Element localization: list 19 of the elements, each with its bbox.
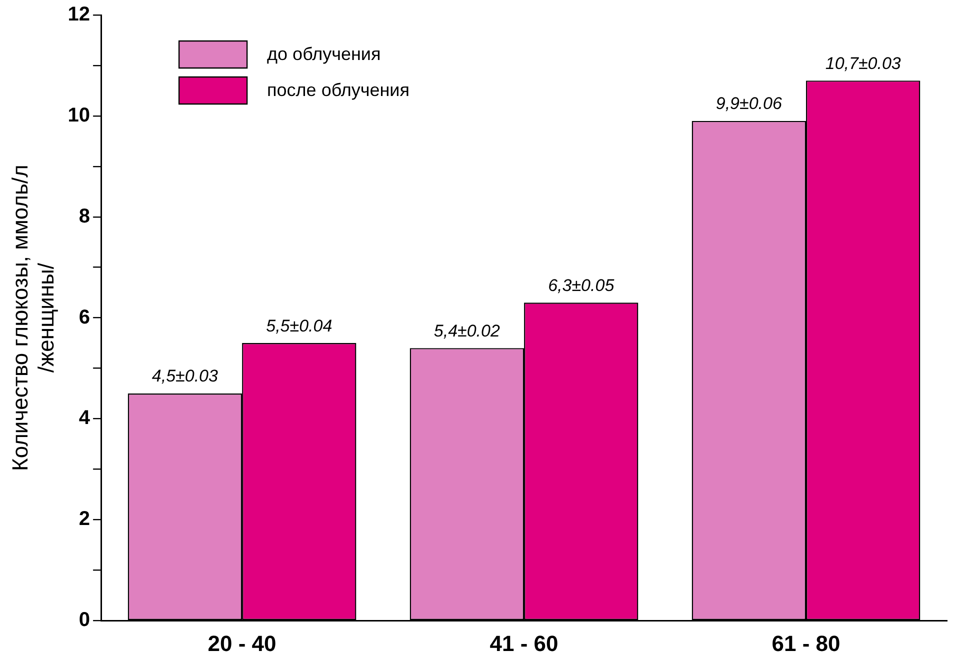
y-tick-label: 6 (78, 306, 90, 328)
x-tick-label: 61 - 80 (772, 630, 840, 656)
data-label: 6,3±0.05 (548, 276, 615, 295)
y-tick-label: 12 (68, 4, 90, 26)
x-tick-label: 41 - 60 (490, 630, 558, 656)
legend-label: до облучения (267, 44, 381, 64)
y-tick-label: 10 (68, 104, 90, 126)
x-tick-label: 20 - 40 (208, 630, 276, 656)
legend-label: после облучения (267, 80, 410, 100)
data-label: 5,5±0.04 (266, 316, 332, 336)
data-label: 4,5±0.03 (152, 366, 218, 386)
data-label: 5,4±0.02 (434, 321, 500, 340)
y-tick-label: 4 (78, 407, 91, 430)
y-tick-label: 8 (78, 205, 90, 228)
data-label: 9,9±0.06 (716, 94, 782, 114)
data-label: 10,7±0.03 (825, 54, 902, 73)
y-axis-title: Количество глюкозы, ммоль/л /женщины/ (7, 164, 59, 471)
y-tick-label: 0 (78, 609, 90, 632)
y-tick-label: 2 (78, 508, 90, 530)
